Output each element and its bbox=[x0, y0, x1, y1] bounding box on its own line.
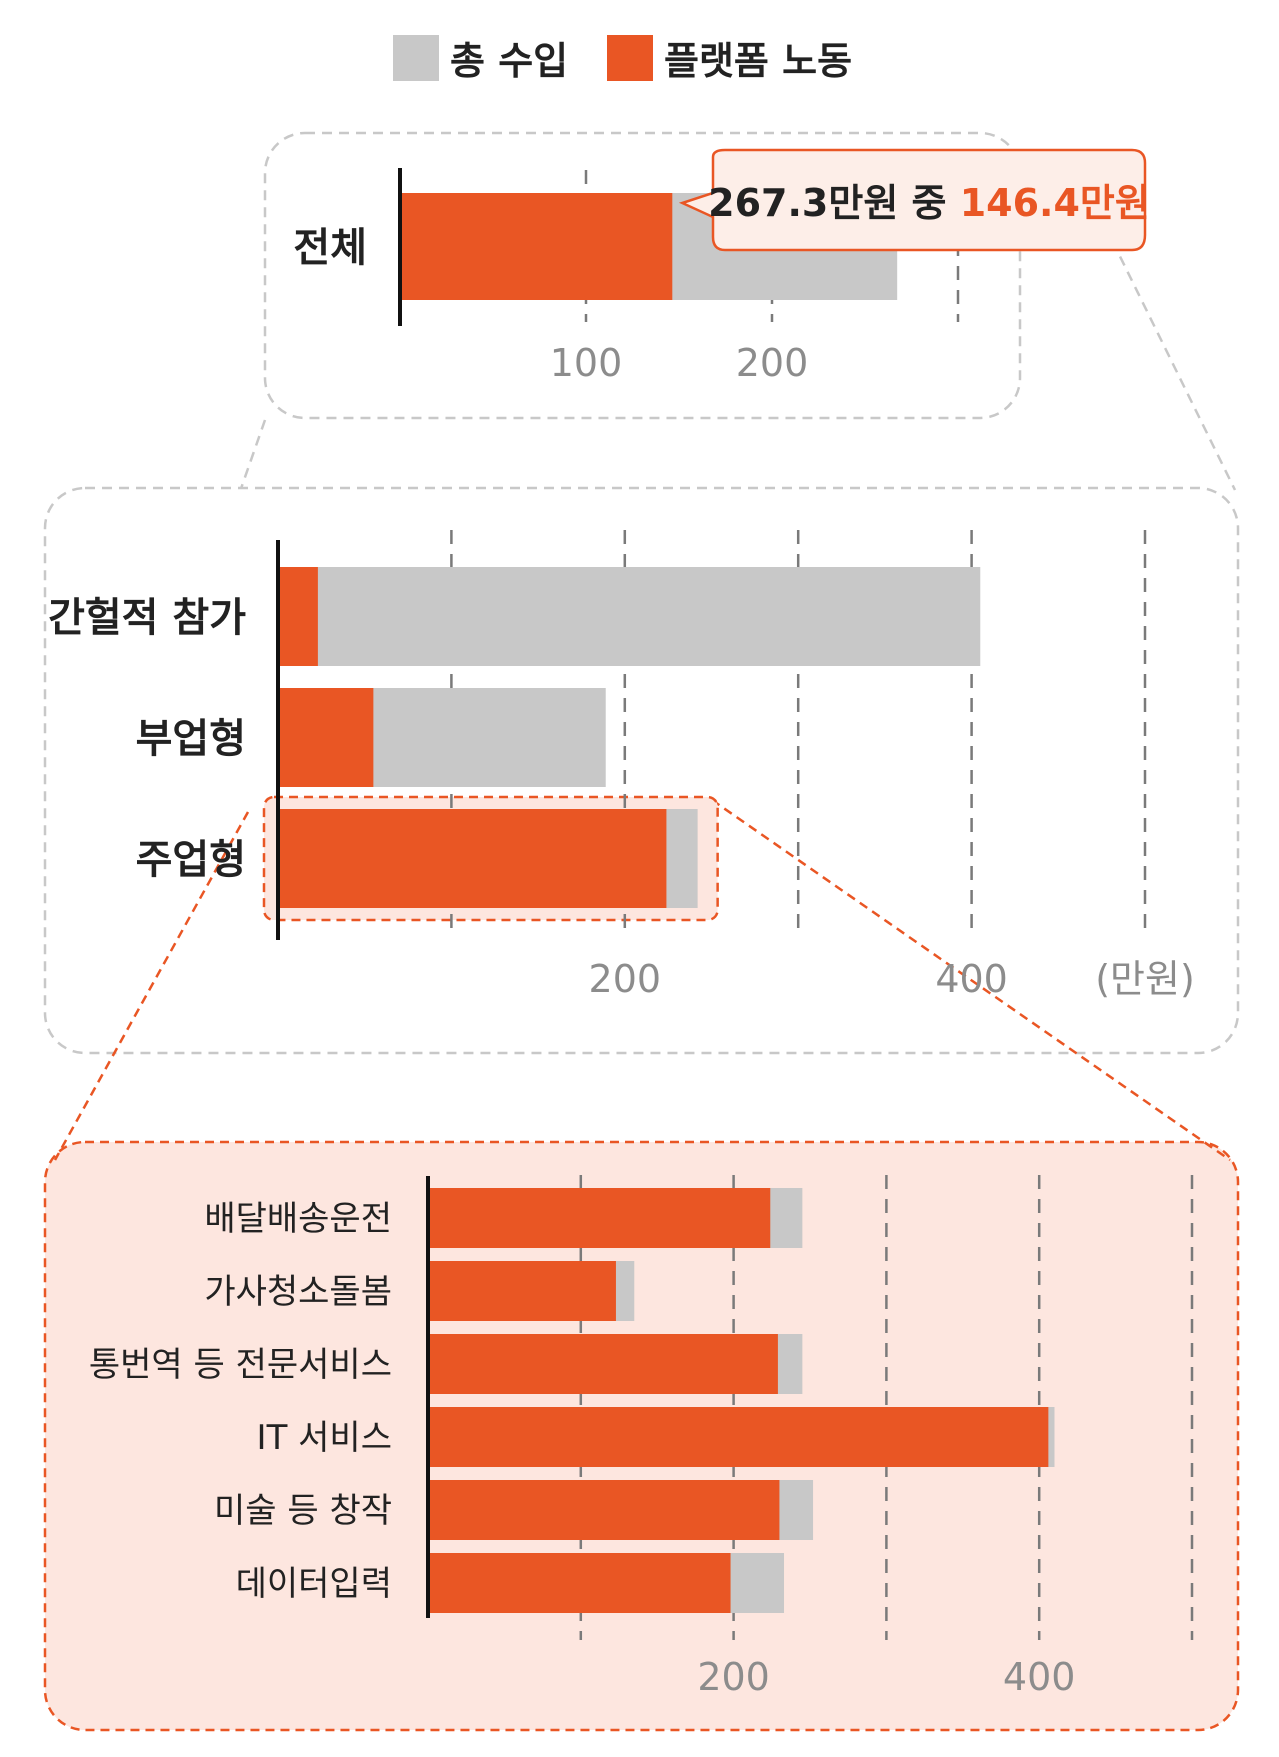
bar-platform bbox=[278, 809, 667, 908]
legend-swatch bbox=[607, 35, 653, 81]
overall-callout: 267.3만원 중 146.4만원 bbox=[678, 148, 1150, 252]
bar-platform bbox=[428, 1407, 1049, 1467]
legend: 총 수입 플랫폼 노동 bbox=[393, 35, 852, 83]
category-label: 주업형 bbox=[136, 837, 246, 883]
legend-label: 플랫폼 노동 bbox=[664, 39, 852, 83]
category-label: 미술 등 창작 bbox=[214, 1491, 392, 1531]
legend-swatch bbox=[393, 35, 439, 81]
bar-platform bbox=[428, 1334, 778, 1394]
bar-total bbox=[278, 567, 981, 666]
tick-label: 100 bbox=[550, 341, 623, 385]
tick-label: 200 bbox=[697, 1655, 770, 1699]
connector-line bbox=[711, 798, 1231, 1162]
callout-bubble bbox=[678, 148, 1147, 252]
bar-platform bbox=[428, 1480, 780, 1540]
category-label: 가사청소돌봄 bbox=[204, 1272, 392, 1312]
category-label: 데이터입력 bbox=[236, 1564, 392, 1604]
tick-label: 200 bbox=[589, 957, 662, 1001]
tick-label: 200 bbox=[736, 341, 809, 385]
bar-platform bbox=[428, 1261, 616, 1321]
category-label: 부업형 bbox=[136, 716, 246, 762]
callout-highlight: 146.4만원 bbox=[960, 181, 1150, 225]
overall-frame bbox=[263, 131, 1022, 420]
tick-label: 400 bbox=[935, 957, 1008, 1001]
bar-platform bbox=[428, 1553, 731, 1613]
legend-label: 총 수입 bbox=[450, 39, 568, 83]
unit-label: (만원) bbox=[1095, 957, 1195, 1001]
category-label: 통번역 등 전문서비스 bbox=[89, 1345, 392, 1385]
bar-platform bbox=[400, 193, 673, 300]
bar-platform bbox=[428, 1188, 771, 1248]
category-label: IT 서비스 bbox=[257, 1418, 392, 1458]
category-label: 배달배송운전 bbox=[204, 1199, 392, 1239]
category-label: 전체 bbox=[293, 225, 367, 271]
bar-platform bbox=[278, 567, 318, 666]
connector-line bbox=[53, 811, 250, 1161]
category-label: 간헐적 참가 bbox=[48, 595, 246, 641]
callout-prefix: 267.3만원 중 bbox=[708, 181, 960, 225]
bar-platform bbox=[278, 688, 374, 787]
callout-text: 267.3만원 중 146.4만원 bbox=[708, 181, 1150, 225]
tick-label: 400 bbox=[1003, 1655, 1076, 1699]
